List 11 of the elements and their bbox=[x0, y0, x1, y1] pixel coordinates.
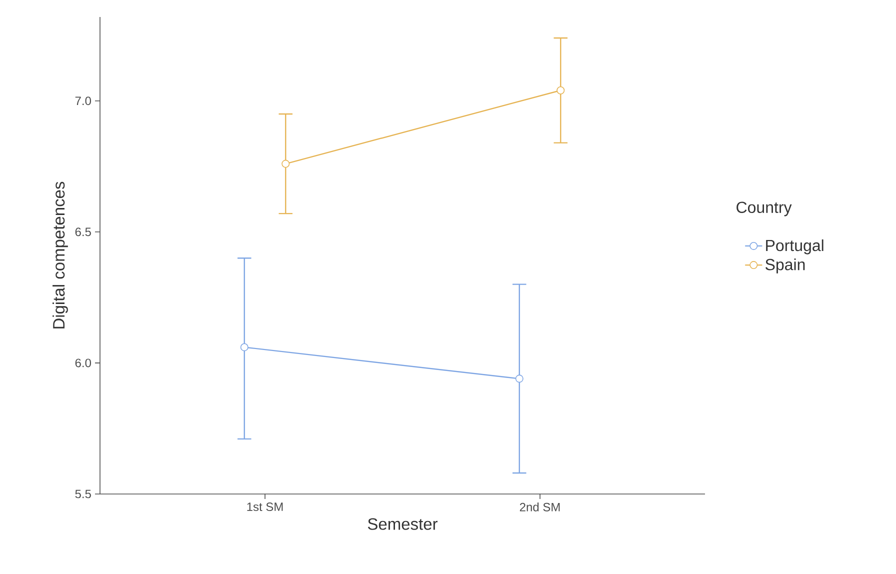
legend-label: Spain bbox=[766, 258, 805, 274]
x-axis-title: Semester bbox=[368, 518, 438, 530]
y-tick-label: 7.0 bbox=[75, 96, 92, 106]
x-tick-label: 1st SM bbox=[247, 502, 283, 512]
y-tick-label: 5.5 bbox=[75, 490, 91, 498]
x-tick-label: 2nd SM bbox=[520, 502, 560, 512]
y-tick-label: 6.5 bbox=[75, 228, 91, 236]
y-axis-title: Digital competences bbox=[52, 182, 68, 328]
legend-title: Country bbox=[736, 202, 792, 216]
y-tick-label: 6.0 bbox=[75, 358, 92, 368]
legend-label: Portugal bbox=[766, 239, 824, 254]
